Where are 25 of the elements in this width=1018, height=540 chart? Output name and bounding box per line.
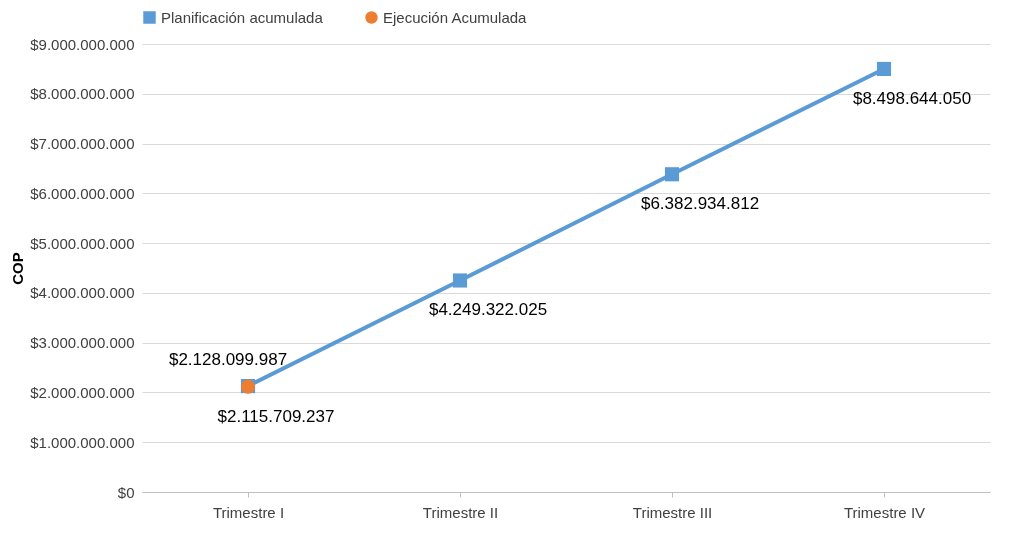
data-label: $2.128.099.987 (168, 350, 288, 370)
y-tick-label: $8.000.000.000 (30, 85, 135, 103)
point (876, 61, 892, 77)
point (452, 273, 468, 288)
y-tick-label: $3.000.000.000 (30, 334, 135, 352)
x-tick-label: Trimestre I (212, 503, 285, 521)
data-label: $6.382.934.812 (640, 194, 760, 214)
y-tick-label: $4.000.000.000 (30, 284, 135, 302)
legend-label: Planificación acumulada (161, 8, 324, 26)
y-tick-label: $9.000.000.000 (30, 35, 135, 53)
x-tick-label: Trimestre II (422, 503, 499, 521)
data-label: $2.115.709.237 (217, 406, 335, 426)
legend-label: Ejecución Acumulada (383, 8, 528, 26)
x-tick-label: Trimestre IV (843, 503, 926, 521)
y-tick-label: $0 (117, 483, 135, 501)
y-tick-label: $1.000.000.000 (30, 433, 135, 451)
y-tick-label: $6.000.000.000 (30, 184, 135, 202)
y-tick-label: $2.000.000.000 (30, 383, 135, 401)
y-tick-label: $5.000.000.000 (30, 234, 135, 252)
data-label: $4.249.322.025 (428, 300, 548, 320)
y-tick-label: $7.000.000.000 (30, 135, 135, 153)
y-axis-title: COP (9, 252, 27, 285)
x-tick-label: Trimestre III (632, 503, 713, 521)
data-label: $8.498.644.050 (852, 88, 972, 108)
point (664, 167, 680, 182)
